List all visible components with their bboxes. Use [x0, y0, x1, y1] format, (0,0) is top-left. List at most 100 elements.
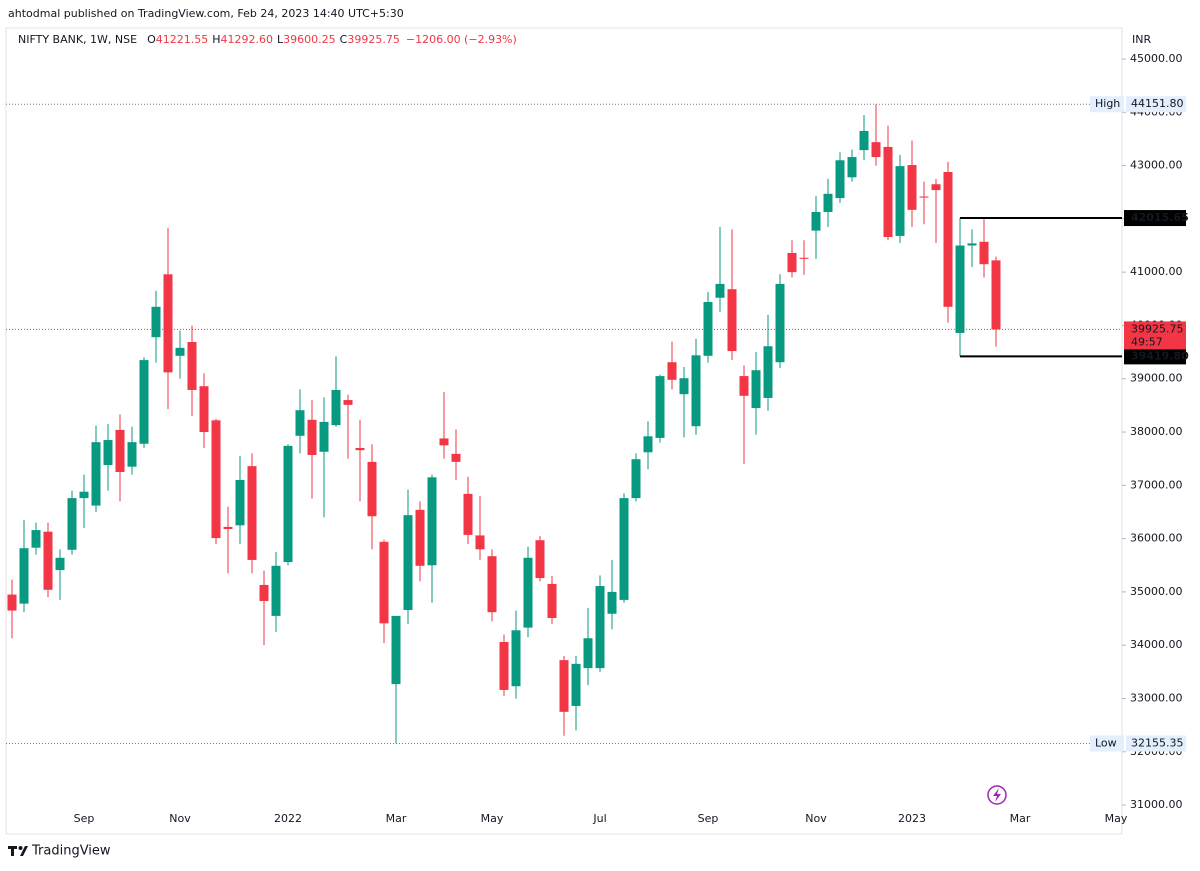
level-tag-bg [1124, 210, 1186, 227]
candle-body [655, 376, 665, 438]
candle-body [607, 591, 617, 614]
y-tick-label: 37000.00 [1130, 478, 1183, 491]
candle-body [175, 347, 185, 356]
y-tick-label: 33000.00 [1130, 691, 1183, 704]
candle-body [691, 355, 701, 427]
extreme-price: 32155.35 [1131, 736, 1184, 749]
candle-body [643, 436, 653, 453]
extreme-price: 44151.80 [1131, 97, 1184, 110]
candle-body [883, 146, 893, 238]
legend-value: 41292.60 [221, 33, 274, 46]
footer-logo [8, 846, 28, 856]
candle-body [211, 420, 221, 539]
candle-body [967, 243, 977, 246]
candle-body [427, 477, 437, 566]
candle-body [619, 498, 629, 600]
legend: NIFTY BANK, 1W, NSE O41221.55 H41292.60 L39… [18, 33, 517, 46]
candle-body [67, 498, 77, 550]
candle-body [43, 531, 53, 590]
candle-body [943, 171, 953, 307]
candle-body [571, 663, 581, 706]
y-tick-label: 39000.00 [1130, 372, 1183, 385]
x-tick-label: Sep [698, 812, 719, 825]
candle-body [139, 360, 149, 444]
x-tick-label: Nov [169, 812, 191, 825]
countdown: 49:57 [1131, 335, 1163, 348]
candle-body [823, 193, 833, 212]
legend-change: −1206.00 (−2.93%) [406, 33, 517, 46]
x-tick-label: 2022 [274, 812, 302, 825]
candle-body [7, 594, 17, 611]
level-tag: 39419.80 [1131, 349, 1189, 362]
candle-body [463, 493, 473, 535]
legend-key: H [212, 33, 220, 46]
x-tick-label: May [481, 812, 504, 825]
candle-body [235, 479, 245, 526]
x-tick-label: Jul [592, 812, 606, 825]
legend-key: O [147, 33, 156, 46]
legend-value: 41221.55 [156, 33, 209, 46]
candle-body [667, 362, 677, 380]
published-by: ahtodmal published on TradingView.com, F… [8, 7, 404, 20]
extreme-price-bg [1126, 96, 1186, 113]
candle-body [283, 445, 293, 563]
candle-body [715, 283, 725, 298]
level-tag-bg [1124, 348, 1186, 365]
unit-label: INR [1132, 33, 1151, 46]
candle-body [55, 557, 65, 571]
candle-body [775, 283, 785, 363]
candle-body [31, 530, 41, 548]
candle-body [439, 438, 449, 446]
candle-body [679, 378, 689, 395]
candle-body [127, 442, 137, 467]
candle-body [523, 557, 533, 628]
extreme-tag-bg [1090, 96, 1124, 113]
candle-body [319, 421, 329, 452]
candle-body [451, 453, 461, 462]
y-tick-label: 41000.00 [1130, 265, 1183, 278]
y-tick-label: 35000.00 [1130, 585, 1183, 598]
x-tick-label: Mar [1010, 812, 1031, 825]
candle-body [871, 142, 881, 158]
legend-name: NIFTY BANK, 1W, NSE [18, 33, 137, 46]
last-price: 39925.75 [1131, 322, 1184, 335]
extreme-tag-bg [1090, 735, 1124, 752]
x-tick-label: Sep [74, 812, 95, 825]
y-tick-label: 43000.00 [1130, 159, 1183, 172]
event-icon-bolt [993, 788, 1001, 802]
candle-body [511, 630, 521, 687]
candle-body [991, 260, 1001, 330]
candle-body [907, 165, 917, 210]
candle-body [355, 448, 365, 451]
x-tick-label: Nov [805, 812, 827, 825]
candle-body [367, 461, 377, 517]
legend-value: 39925.75 [347, 33, 400, 46]
candle-body [223, 526, 233, 530]
y-tick-label: 36000.00 [1130, 532, 1183, 545]
event-icon[interactable] [987, 785, 1007, 805]
x-tick-label: Mar [386, 812, 407, 825]
y-tick-label: 34000.00 [1130, 638, 1183, 651]
logo-part [11, 846, 14, 856]
candle-body [727, 289, 737, 352]
candle-body [811, 211, 821, 231]
candle-body [403, 515, 413, 611]
plot-frame [5, 27, 1123, 835]
candle-body [271, 565, 281, 616]
candle-body [535, 540, 545, 579]
candle-body [295, 410, 305, 436]
candle-body [163, 274, 173, 373]
x-tick-label: 2023 [898, 812, 926, 825]
logo-part [18, 846, 23, 850]
candle-body [379, 541, 389, 624]
candle-body [931, 184, 941, 191]
candle-body [835, 160, 845, 199]
level-tag: 42015.65 [1131, 211, 1189, 224]
candle-body [583, 638, 593, 669]
candle-body [751, 370, 761, 409]
candle-body [799, 257, 809, 259]
candle-body [919, 196, 929, 198]
legend-key: C [340, 33, 348, 46]
candle-body [979, 241, 989, 265]
